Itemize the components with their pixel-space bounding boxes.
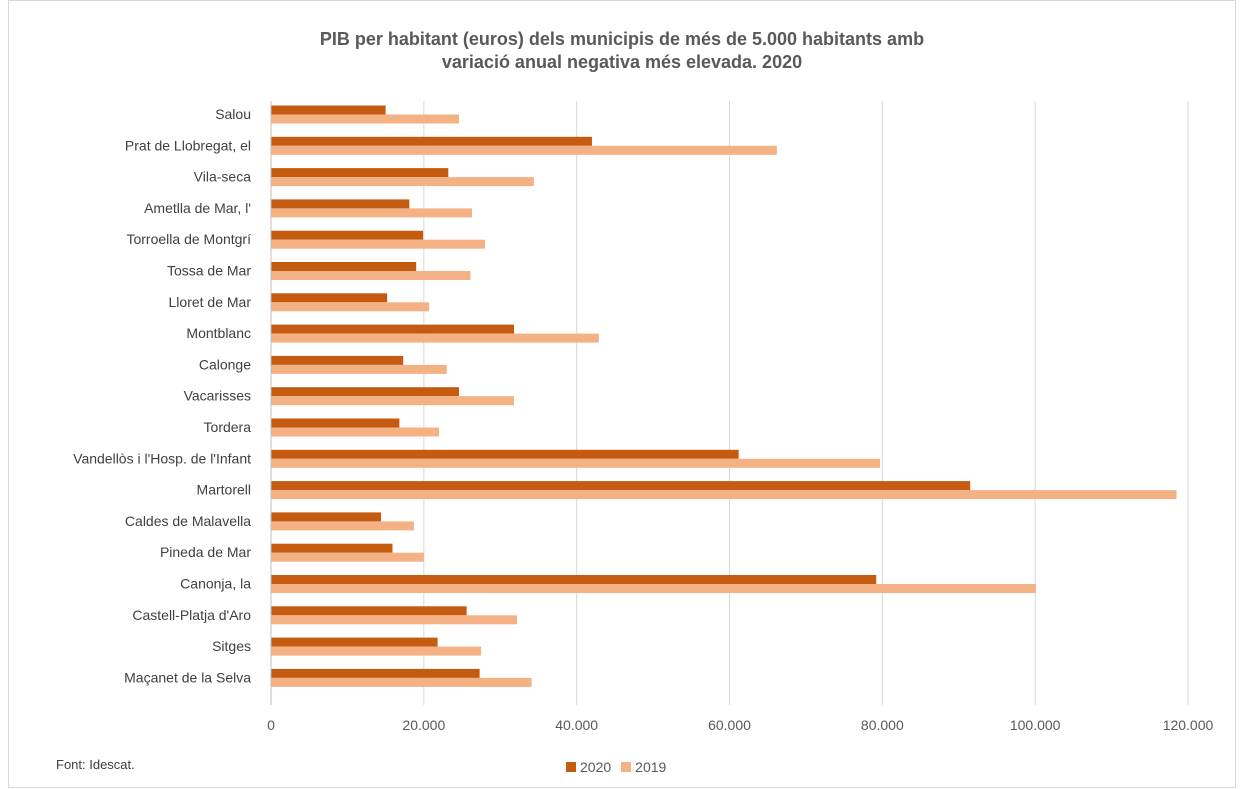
category-label: Calonge [199,356,251,372]
legend-label-2020: 2020 [580,759,612,775]
bar-2019 [271,615,518,625]
bar-2020 [271,355,404,365]
bar-2020 [271,262,417,271]
category-label: Salou [215,106,251,122]
category-label: Pineda de Mar [160,544,251,560]
x-tick-label: 20.000 [402,717,445,733]
legend-item-2020: 2020 [566,759,611,775]
bar-2019 [271,677,532,687]
chart-title-line-1: PIB per habitant (euros) dels municipis … [319,29,925,49]
bar-2020 [271,230,424,240]
x-tick-label: 120.000 [1163,717,1214,733]
bar-2020 [271,637,438,647]
category-label: Torroella de Montgrí [126,231,251,247]
bar-2019 [271,584,1036,593]
legend: 2020 2019 [566,759,676,775]
bar-2019 [271,145,777,155]
category-label: Canonja, la [180,576,251,592]
bar-2019 [271,333,599,343]
legend-swatch-2019 [621,762,632,772]
chart-title: PIB per habitant (euros) dels municipis … [8,28,1236,74]
bar-2020 [271,387,459,397]
chart-frame [8,0,1236,788]
x-tick-label: 60.000 [708,717,751,733]
category-label: Vandellòs i l'Hosp. de l'Infant [73,450,251,466]
bar-2019 [271,364,447,374]
bar-2020 [271,575,877,584]
bar-2019 [271,521,414,531]
category-label: Vila-seca [194,169,252,185]
category-label: Ametlla de Mar, l' [144,200,251,216]
bar-2020 [271,449,739,459]
legend-swatch-2020 [566,762,576,772]
category-label: Lloret de Mar [169,294,252,310]
bar-2020 [271,543,393,553]
bar-2019 [271,302,430,312]
category-label: Tordera [204,419,252,435]
bar-2020 [271,293,388,303]
bar-2019 [271,271,471,280]
bar-2019 [271,646,482,656]
x-tick-label: 100.000 [1010,717,1061,733]
bar-2019 [271,239,485,249]
bar-2019 [271,177,534,187]
bar-2019 [271,552,424,562]
category-label: Castell-Platja d'Aro [132,607,251,623]
x-tick-label: 80.000 [861,717,904,733]
bar-2019 [271,490,1177,500]
bar-2019 [271,458,881,468]
category-label: Caldes de Malavella [125,513,251,529]
legend-item-2019: 2019 [621,759,666,775]
bar-2020 [271,324,515,334]
x-tick-label: 0 [267,717,275,733]
bar-2019 [271,208,472,218]
category-label: Martorell [197,482,251,498]
bar-2019 [271,114,459,124]
bar-2020 [271,105,386,115]
category-label: Vacarisses [184,388,251,404]
chart-title-line-2: variació anual negativa més elevada. 202… [441,52,803,72]
category-label: Sitges [212,638,251,654]
bar-2019 [271,427,440,437]
bar-2019 [271,396,515,406]
bar-2020 [271,136,592,146]
source-note: Font: Idescat. [56,757,135,772]
category-label: Maçanet de la Selva [124,669,251,685]
category-label: Prat de Llobregat, el [125,137,251,153]
x-tick-label: 40.000 [555,717,598,733]
bar-2020 [271,481,971,491]
bar-2020 [271,168,449,178]
bar-2020 [271,199,410,209]
bar-2020 [271,512,382,522]
category-label: Tossa de Mar [167,263,251,279]
bar-2020 [271,668,480,678]
bar-2020 [271,606,467,616]
category-label: Montblanc [186,325,251,341]
legend-label-2019: 2019 [635,759,667,775]
bar-2020 [271,418,400,428]
